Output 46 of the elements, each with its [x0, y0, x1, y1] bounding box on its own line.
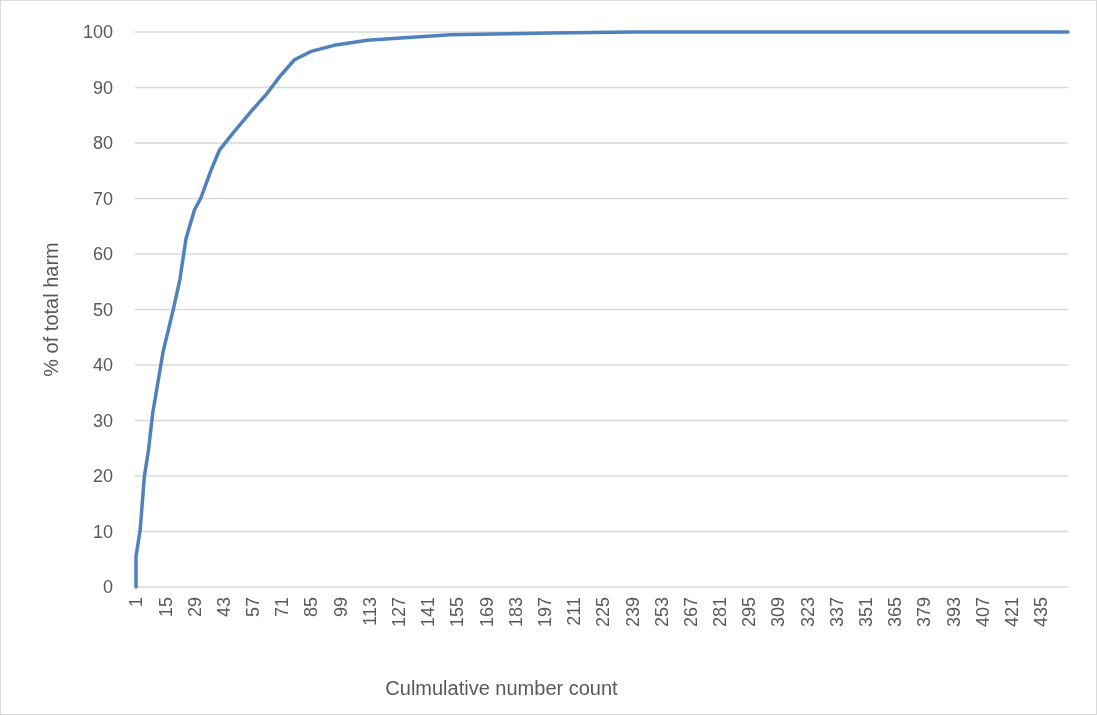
y-axis-title: % of total harm — [40, 242, 62, 377]
x-tick-label: 169 — [476, 597, 497, 628]
x-tick-label: 99 — [330, 597, 351, 618]
x-tick-label: 15 — [155, 597, 176, 618]
y-tick-label: 50 — [92, 299, 113, 320]
x-tick-label: 379 — [914, 597, 935, 628]
x-tick-label: 351 — [856, 597, 877, 628]
x-tick-label: 281 — [710, 597, 731, 628]
y-tick-label: 0 — [102, 577, 113, 598]
x-tick-label: 337 — [826, 597, 847, 628]
y-tick-label: 30 — [92, 410, 113, 431]
y-tick-label: 10 — [92, 521, 113, 542]
x-tick-label: 365 — [885, 597, 906, 628]
x-axis-title: Culmulative number count — [385, 677, 619, 699]
x-tick-label: 29 — [184, 597, 205, 618]
x-tick-label: 421 — [1002, 597, 1022, 628]
y-tick-label: 40 — [92, 355, 113, 376]
x-tick-label: 71 — [272, 597, 293, 618]
x-tick-label: 1 — [126, 597, 147, 608]
x-tick-label: 435 — [1031, 597, 1052, 628]
x-tick-label: 253 — [651, 597, 672, 628]
x-tick-label: 113 — [359, 597, 380, 626]
y-tick-label: 100 — [82, 22, 113, 43]
x-tick-label: 407 — [972, 597, 993, 628]
y-tick-label: 20 — [92, 466, 113, 487]
y-tick-label: 60 — [92, 244, 113, 265]
x-tick-label: 141 — [418, 597, 439, 628]
y-tick-label: 90 — [92, 77, 113, 98]
x-tick-label: 43 — [213, 597, 234, 618]
x-tick-label: 309 — [768, 597, 789, 628]
x-tick-label: 393 — [943, 597, 964, 628]
x-tick-label: 57 — [243, 597, 264, 618]
x-tick-label: 127 — [389, 597, 410, 628]
x-tick-label: 267 — [680, 597, 701, 628]
x-tick-label: 323 — [797, 597, 818, 628]
line-series — [134, 30, 1070, 589]
x-tick-label: 85 — [301, 597, 322, 618]
x-tick-label: 225 — [593, 597, 614, 628]
x-tick-label: 197 — [534, 597, 555, 628]
y-tick-label: 70 — [92, 188, 113, 209]
x-tick-label: 155 — [447, 597, 468, 628]
x-tick-label: 183 — [505, 597, 526, 628]
x-tick-label: 211 — [564, 597, 585, 626]
x-tick-label: 239 — [622, 597, 643, 628]
x-tick-label: 295 — [739, 597, 760, 628]
y-tick-label: 80 — [92, 133, 113, 154]
